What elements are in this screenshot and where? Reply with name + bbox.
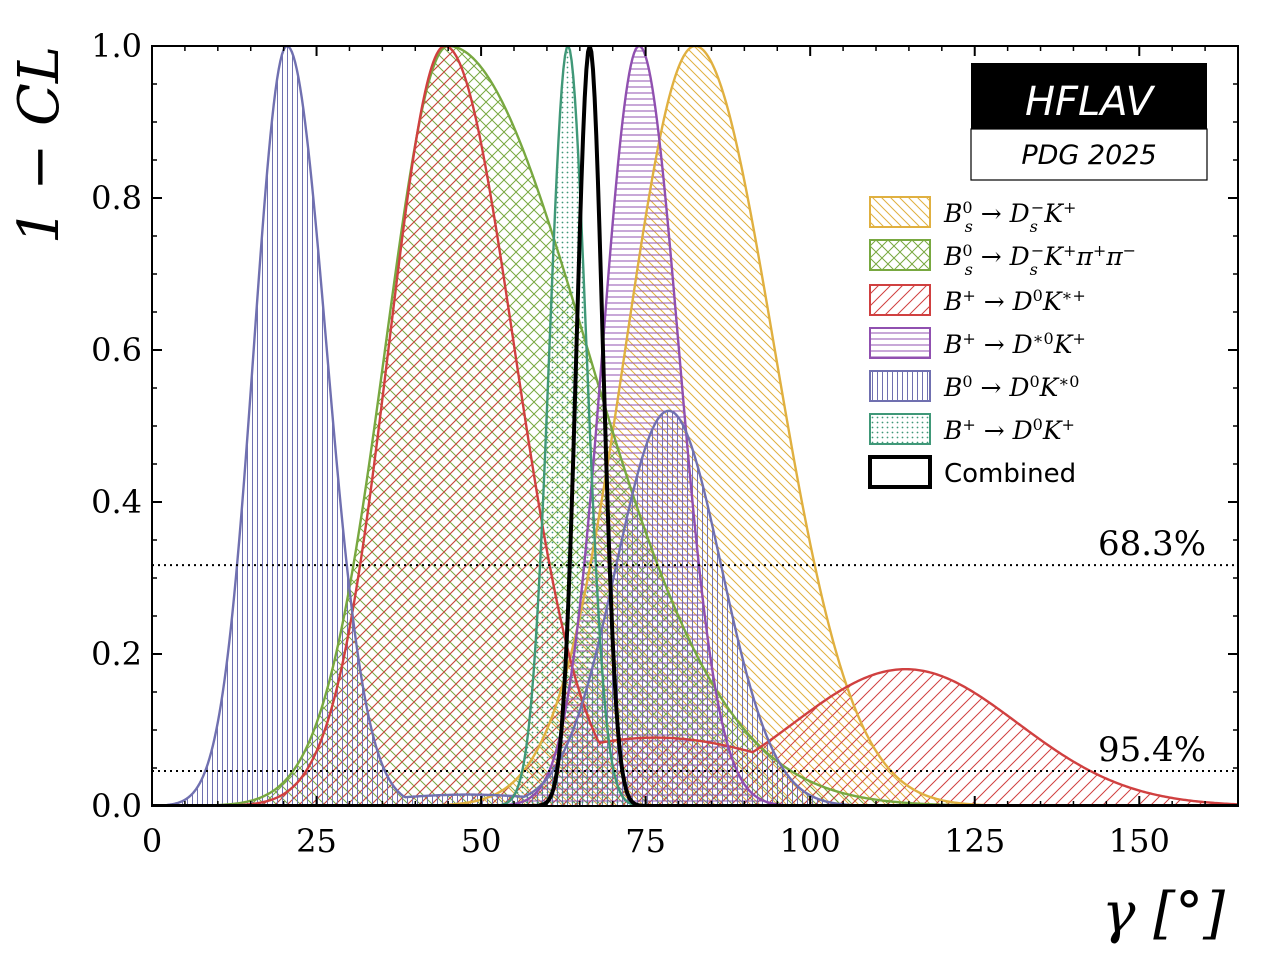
badge-bottom-text: PDG 2025 — [1021, 140, 1156, 171]
badge-bottom-box — [970, 128, 1208, 181]
y-tick-label-3: 0.6 — [91, 331, 142, 369]
legend-label-bs-dsk: B0 s → Ds−K+ — [943, 198, 1076, 236]
reference-label-0: 68.3% — [1098, 524, 1206, 564]
legend-swatch-bs-dsk — [869, 196, 931, 228]
legend-label-bs-dskpipi: B0 s → Ds−K+π+π− — [943, 241, 1136, 279]
x-tick-label-5: 125 — [944, 822, 1005, 860]
x-tick-label-0: 0 — [142, 822, 162, 860]
legend-swatch-bs-dskpipi — [869, 239, 931, 271]
x-axis-title: γ [°] — [1102, 881, 1225, 946]
badge-top-text: HFLAV — [1025, 79, 1156, 125]
y-tick-label-1: 0.2 — [91, 635, 142, 673]
badge-top-box — [971, 63, 1207, 129]
series-3-line — [152, 46, 1238, 806]
y-tick-label-4: 0.8 — [91, 179, 142, 217]
series-2-line — [152, 46, 1238, 806]
legend-label-combined: Combined — [944, 459, 1076, 489]
axis-ticks: 0 25 50 75 100 125 150 0.0 0.2 0.4 0.6 0.8 1.0 — [91, 27, 1238, 860]
y-tick-label-2: 0.4 — [91, 483, 142, 521]
legend-swatch-combined — [868, 455, 932, 489]
legend-label-b-d0kstarplus: B+ → D0K∗+ — [943, 286, 1086, 317]
legend-swatch-b-d0kstarplus — [869, 284, 931, 316]
legend-swatch-b-d0k — [869, 413, 931, 445]
series-0-area — [152, 46, 1238, 806]
reference-label-1: 95.4% — [1098, 730, 1206, 770]
legend-swatch-b-dstar0k — [869, 327, 931, 359]
y-axis-title: 1 − CL — [7, 46, 72, 244]
y-tick-label-0: 0.0 — [91, 787, 142, 825]
hflav-badge: HFLAV PDG 2025 — [970, 63, 1208, 181]
x-tick-label-4: 100 — [780, 822, 841, 860]
legend-label-b-d0k: B+ → D0K+ — [943, 415, 1075, 446]
x-tick-label-6: 150 — [1109, 822, 1170, 860]
series-2-area — [152, 46, 1238, 806]
legend-label-b0-d0kstar0: B0 → D0K∗0 — [943, 372, 1079, 403]
series-4-line — [152, 46, 1238, 806]
legend-swatch-b0-d0kstar0 — [869, 370, 931, 402]
x-tick-label-2: 50 — [461, 822, 502, 860]
legend: B0 s → Ds−K+ B0 s → Ds−K+π+π− B+ → D0K∗+ B… — [868, 196, 1136, 489]
y-tick-label-5: 1.0 — [91, 27, 142, 65]
x-tick-label-1: 25 — [296, 822, 337, 860]
reference-lines: 68.3% 95.4% — [152, 524, 1238, 773]
legend-label-b-dstar0k: B+ → D∗0K+ — [943, 329, 1086, 360]
x-tick-label-3: 75 — [625, 822, 666, 860]
